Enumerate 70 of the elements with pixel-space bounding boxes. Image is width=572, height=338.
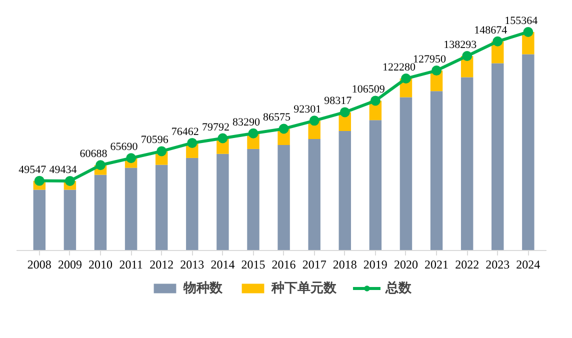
- data-label: 122280: [382, 62, 416, 74]
- bar: [186, 158, 198, 250]
- bar: [522, 54, 534, 250]
- legend-label: 种下单元数: [272, 280, 336, 297]
- point: [64, 176, 75, 186]
- point: [492, 36, 503, 46]
- point: [340, 107, 350, 118]
- data-label: 65690: [110, 141, 138, 154]
- data-label: 138293: [444, 38, 478, 51]
- x-tick-label: 2012: [150, 258, 174, 272]
- bar: [278, 145, 290, 250]
- legend-label: 总数: [386, 280, 412, 297]
- data-label: 98317: [324, 95, 352, 108]
- data-label: 148674: [474, 24, 508, 36]
- data-label: 49434: [49, 164, 78, 176]
- point: [400, 74, 411, 84]
- point: [156, 146, 167, 156]
- bar: [216, 154, 229, 250]
- point: [248, 128, 258, 138]
- data-label: 83290: [232, 116, 260, 128]
- data-label: 86575: [263, 112, 292, 124]
- bar: [492, 63, 504, 250]
- data-label: 106509: [352, 84, 386, 96]
- point: [370, 96, 380, 106]
- bar: [400, 97, 412, 250]
- x-tick-label: 2009: [58, 258, 82, 272]
- bar: [430, 91, 443, 250]
- x-tick-label: 2021: [424, 258, 449, 272]
- legend-label: 物种数: [184, 280, 222, 297]
- data-label: 76462: [171, 126, 199, 138]
- point: [96, 160, 106, 170]
- point: [126, 153, 136, 164]
- point: [218, 133, 228, 144]
- point: [523, 26, 534, 37]
- point: [432, 66, 442, 76]
- data-label: 49547: [18, 164, 47, 176]
- x-tick-label: 2015: [241, 258, 266, 272]
- bar: [369, 120, 382, 250]
- bar: [155, 164, 168, 250]
- point: [34, 176, 44, 186]
- x-tick-label: 2011: [119, 258, 143, 272]
- bar: [64, 190, 76, 250]
- x-tick-label: 2017: [302, 258, 326, 272]
- x-tick-label: 2020: [394, 258, 418, 272]
- x-tick-label: 2022: [455, 258, 480, 272]
- bar: [33, 190, 46, 250]
- data-label: 79792: [202, 121, 230, 134]
- point: [309, 116, 320, 126]
- point: [187, 138, 198, 148]
- data-label: 70596: [140, 134, 169, 146]
- x-tick-label: 2013: [180, 258, 204, 272]
- x-tick-label: 2024: [516, 258, 540, 272]
- data-label: 155364: [504, 14, 538, 27]
- data-label: 92301: [294, 104, 322, 116]
- point: [462, 51, 472, 61]
- x-tick-label: 2010: [88, 258, 113, 272]
- point: [278, 124, 289, 134]
- x-tick-label: 2008: [27, 258, 52, 272]
- x-tick-label: 2014: [210, 258, 235, 272]
- bar: [247, 148, 260, 250]
- x-tick-label: 2023: [486, 258, 510, 272]
- bar: [308, 138, 320, 250]
- bar: [460, 77, 474, 250]
- bar: [94, 174, 107, 250]
- bar: [124, 168, 138, 250]
- bar: [338, 130, 351, 250]
- x-tick-label: 2019: [363, 258, 388, 272]
- x-tick-label: 2016: [272, 258, 296, 272]
- x-tick-label: 2018: [332, 258, 357, 272]
- data-label: 60688: [80, 148, 108, 160]
